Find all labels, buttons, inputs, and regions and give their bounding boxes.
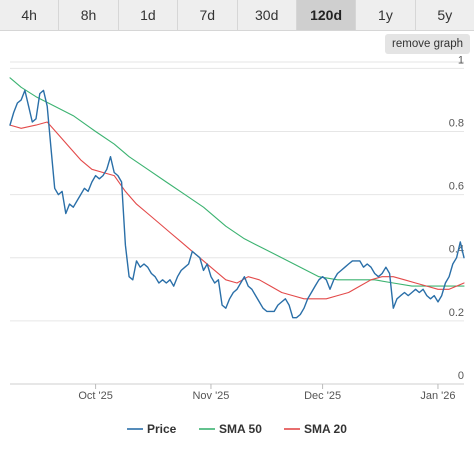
tab-4h[interactable]: 4h (0, 0, 60, 30)
tab-30d[interactable]: 30d (238, 0, 297, 30)
tab-5y[interactable]: 5y (437, 7, 453, 23)
x-tick-label: Oct '25 (78, 390, 113, 402)
timeframe-tabs: 4h 8h 1d 7d 30d 120d 1y 5y (0, 0, 474, 31)
x-tick-label: Dec '25 (304, 390, 341, 402)
legend-label: Price (147, 422, 177, 436)
y-axis-labels: 0 0.2 0.4 0.6 0.8 1 (449, 54, 464, 382)
tab-7d[interactable]: 7d (178, 0, 238, 30)
tab-120d[interactable]: 120d (296, 0, 357, 30)
y-tick-label: 1 (458, 54, 464, 66)
series-line-price (9, 89, 465, 319)
x-tick-label: Jan '26 (420, 390, 455, 402)
x-axis: Oct '25 Nov '25 Dec '25 Jan '26 (10, 383, 464, 402)
tab-8h[interactable]: 8h (59, 0, 119, 30)
chart-lines (9, 77, 465, 319)
y-tick-label: 0.6 (449, 181, 464, 193)
remove-graph-button[interactable]: remove graph (385, 34, 470, 54)
y-tick-label: 0.8 (449, 117, 464, 129)
x-tick-label: Nov '25 (192, 390, 229, 402)
tab-1y[interactable]: 1y (356, 0, 416, 30)
chart-legend: Price SMA 50 SMA 20 (127, 422, 347, 436)
series-line-sma-50 (9, 77, 465, 287)
y-tick-label: 0.4 (449, 244, 464, 256)
legend-label: SMA 20 (304, 422, 347, 436)
series-line-sma-20 (9, 121, 465, 300)
legend-label: SMA 50 (219, 422, 262, 436)
y-tick-label: 0 (458, 370, 464, 382)
chart-grid (10, 61, 464, 385)
y-tick-label: 0.2 (449, 307, 464, 319)
tab-1d[interactable]: 1d (119, 0, 179, 30)
